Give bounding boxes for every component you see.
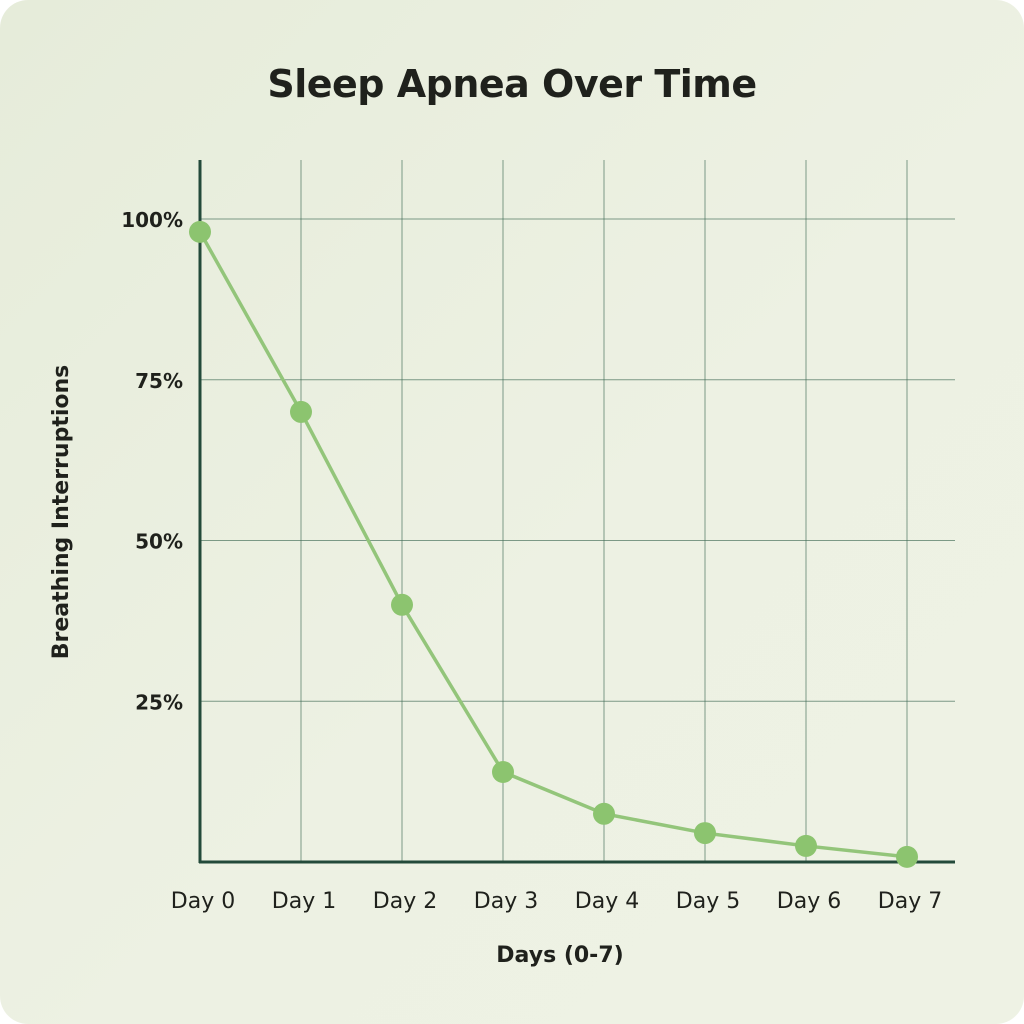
data-point bbox=[290, 400, 312, 423]
x-tick-label: Day 5 bbox=[676, 889, 740, 914]
series-line bbox=[198, 230, 909, 859]
data-point bbox=[391, 593, 413, 616]
y-tick-label: 100% bbox=[121, 208, 183, 232]
y-axis-label: Breathing Interruptions bbox=[49, 365, 74, 660]
x-tick-label: Day 0 bbox=[171, 889, 235, 914]
chart-title: Sleep Apnea Over Time bbox=[267, 62, 757, 106]
x-axis-label: Days (0-7) bbox=[496, 943, 623, 968]
data-point bbox=[189, 220, 211, 243]
data-point bbox=[795, 834, 817, 857]
tick-labels: 25% 50% 75% 100% Day 0 Day 1 Day 2 Day 3 Day 4 Da… bbox=[121, 208, 942, 914]
x-tick-label: Day 6 bbox=[777, 889, 841, 914]
x-tick-label: Day 4 bbox=[575, 889, 639, 914]
grid-lines bbox=[200, 160, 955, 862]
x-tick-label: Day 7 bbox=[878, 889, 942, 914]
x-tick-label: Day 1 bbox=[272, 889, 336, 914]
data-point bbox=[694, 822, 716, 845]
y-tick-label: 25% bbox=[135, 690, 183, 714]
x-tick-label: Day 2 bbox=[373, 889, 437, 914]
series bbox=[189, 220, 918, 868]
y-tick-label: 75% bbox=[135, 369, 183, 393]
data-point bbox=[896, 845, 918, 868]
data-point bbox=[492, 760, 514, 783]
x-tick-label: Day 3 bbox=[474, 889, 538, 914]
y-tick-label: 50% bbox=[135, 530, 183, 554]
axes bbox=[198, 160, 955, 864]
data-point bbox=[593, 802, 615, 825]
